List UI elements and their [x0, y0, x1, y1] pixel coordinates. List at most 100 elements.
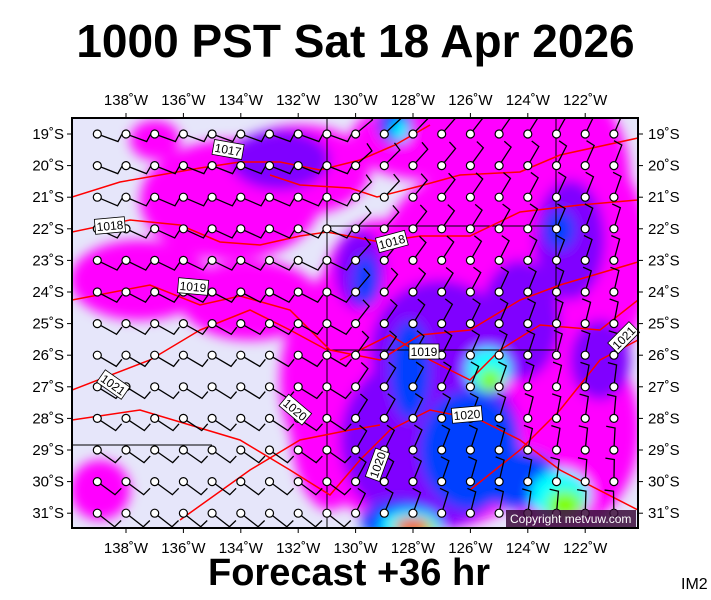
station-circle [92, 508, 102, 518]
wind-barb [379, 173, 401, 202]
station-circle [408, 161, 418, 171]
station-circle [92, 287, 102, 297]
station-circle [437, 192, 447, 202]
station-circle [408, 255, 418, 265]
wind-barb [523, 329, 536, 360]
station-circle [264, 287, 275, 297]
wind-barb [264, 287, 295, 303]
wind-barb [351, 205, 372, 234]
wind-barb [609, 118, 622, 139]
station-circle [351, 319, 361, 329]
wind-barb [523, 424, 534, 455]
wind-barb [178, 350, 209, 368]
wind-barb [494, 298, 509, 329]
wind-barb [150, 350, 180, 368]
station-circle [150, 382, 160, 392]
station-circle [580, 224, 590, 234]
wind-barb [578, 425, 590, 455]
station-circle [408, 319, 418, 329]
lon-label: 126˚W [448, 540, 493, 557]
lon-label: 138˚W [104, 540, 149, 557]
isobar-label: 1018 [374, 229, 409, 254]
lon-label: 130˚W [334, 92, 379, 109]
station-circle [465, 477, 475, 487]
station-circle [551, 477, 562, 487]
wind-barb [322, 350, 352, 368]
axis-ticks: 138˚W 138˚W 136˚W 136˚W 134˚W 134˚W 132˚W 132˚W… [32, 92, 679, 557]
station-circle [465, 350, 475, 360]
lat-label-left: 27˚S [32, 379, 64, 396]
station-circle [121, 477, 131, 487]
station-circle [178, 350, 188, 360]
wind-barb [322, 161, 353, 175]
station-circle [236, 287, 246, 297]
station-circle [609, 192, 619, 202]
wind-barb [207, 445, 237, 464]
wind-barb [178, 382, 209, 400]
wind-barb [264, 255, 295, 271]
lat-label-left: 28˚S [32, 410, 64, 427]
wind-barb [494, 172, 512, 202]
station-circle [236, 413, 246, 423]
wind-barb [207, 508, 237, 528]
svg-text:1017: 1017 [214, 141, 243, 159]
lat-label-left: 26˚S [32, 347, 64, 364]
station-circle [178, 413, 188, 423]
station-circle [580, 161, 590, 171]
wind-barb [207, 350, 238, 368]
wind-barb [92, 161, 123, 175]
station-circle [207, 192, 217, 202]
wind-barb [379, 456, 395, 487]
wind-barb [494, 424, 506, 455]
wind-barb [408, 204, 428, 234]
wind-barb [236, 161, 267, 175]
station-circle [351, 350, 361, 360]
station-circle [293, 287, 303, 297]
wind-barb [465, 203, 483, 234]
wind-barb [580, 203, 594, 234]
station-circle [551, 224, 562, 234]
lat-label-left: 24˚S [32, 284, 64, 301]
station-circle [551, 129, 562, 139]
wind-barb [551, 393, 562, 423]
wind-barb [293, 255, 324, 271]
station-circle [150, 161, 160, 171]
station-circle [207, 350, 217, 360]
wind-barb [121, 161, 152, 175]
station-circle [494, 255, 504, 265]
wind-barb [437, 266, 454, 297]
wind-barb [580, 298, 592, 329]
station-circle [293, 508, 303, 518]
station-circle [494, 192, 504, 202]
wind-barb [580, 171, 595, 202]
wind-barb [522, 456, 533, 487]
station-circle [293, 161, 303, 171]
wind-barb [178, 319, 209, 336]
isobar-label: 1020 [450, 405, 483, 424]
wind-barb [236, 350, 266, 368]
wind-barb [264, 445, 295, 464]
station-circle [580, 255, 590, 265]
station-circle [322, 445, 332, 455]
isobar-label: 1019 [408, 343, 440, 360]
wind-barb [236, 319, 266, 336]
station-circle [408, 508, 418, 518]
station-circle [523, 319, 533, 329]
wind-barb [408, 487, 422, 518]
wind-barb [207, 382, 238, 400]
wind-barb [121, 508, 151, 528]
station-circle [523, 255, 533, 265]
wind-barbs [92, 118, 623, 528]
isobar-line [72, 124, 431, 198]
station-circle [178, 129, 188, 139]
lat-label-left: 23˚S [32, 252, 64, 269]
station-circle [150, 224, 160, 234]
station-circle [121, 445, 131, 455]
wind-barb [293, 508, 323, 528]
station-circle [236, 255, 246, 265]
wind-barb [408, 424, 423, 455]
station-circle [408, 129, 418, 139]
wind-barb [293, 477, 323, 496]
station-circle [207, 161, 217, 171]
station-circle [523, 382, 533, 392]
